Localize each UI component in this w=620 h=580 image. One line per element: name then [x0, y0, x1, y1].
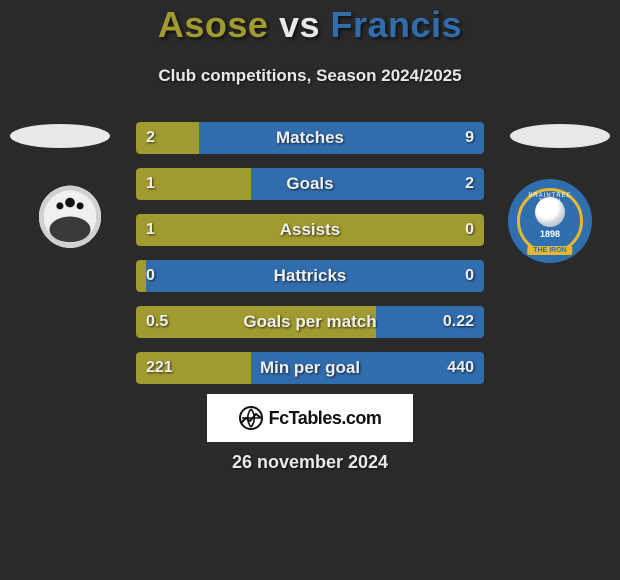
bar-label: Assists	[136, 214, 484, 246]
attribution-badge: FcTables.com	[207, 394, 413, 442]
bar-label: Min per goal	[136, 352, 484, 384]
bar-row: 0.50.22Goals per match	[136, 306, 484, 338]
nation-flag-left	[10, 124, 110, 148]
bar-label: Goals per match	[136, 306, 484, 338]
crest-right-ribbon: THE IRON	[527, 246, 572, 255]
date-text: 26 november 2024	[0, 452, 620, 473]
comparison-bars: 29Matches 12Goals 10Assists 00Hattricks 0.50…	[136, 122, 484, 398]
fctables-logo-icon	[239, 406, 263, 430]
club-crest-left	[28, 179, 112, 263]
bar-row: 29Matches	[136, 122, 484, 154]
subtitle: Club competitions, Season 2024/2025	[0, 66, 620, 86]
page-title: Asose vs Francis	[0, 0, 620, 46]
crest-right-year: 1898	[540, 229, 560, 239]
crest-right-arc-text: BRAINTREE TOWN	[520, 193, 580, 205]
attribution-text: FcTables.com	[269, 408, 382, 429]
player2-name: Francis	[331, 4, 463, 45]
vs-text: vs	[279, 4, 320, 45]
club-crest-right: BRAINTREE TOWN 1898 THE IRON	[508, 179, 592, 263]
bar-row: 00Hattricks	[136, 260, 484, 292]
player1-name: Asose	[158, 4, 269, 45]
nation-flag-right	[510, 124, 610, 148]
bar-row: 12Goals	[136, 168, 484, 200]
bar-row: 221440Min per goal	[136, 352, 484, 384]
bar-label: Hattricks	[136, 260, 484, 292]
crest-right-inner: BRAINTREE TOWN 1898 THE IRON	[517, 188, 583, 254]
bar-label: Goals	[136, 168, 484, 200]
bar-row: 10Assists	[136, 214, 484, 246]
bar-label: Matches	[136, 122, 484, 154]
